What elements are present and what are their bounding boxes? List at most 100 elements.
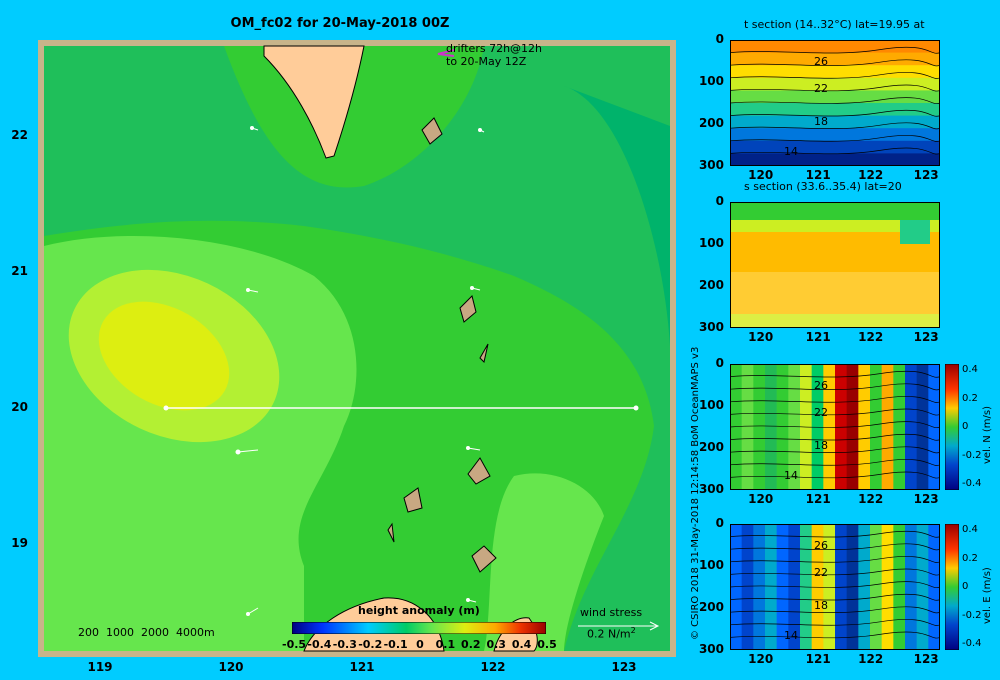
- velocity-column: [916, 364, 930, 490]
- longitude-tick: 121: [805, 492, 831, 506]
- panel-frame: [730, 202, 940, 328]
- longitude-tick: 120: [748, 652, 774, 666]
- velocity-colorbar-label: vel. E (m/s): [982, 567, 993, 624]
- velocity-colorbar-tick: -0.4: [962, 638, 982, 649]
- wind-stress-label: wind stress: [580, 606, 643, 619]
- velocity-colorbar-label: vel. N (m/s): [982, 406, 993, 464]
- velocity-column: [823, 524, 836, 650]
- lat-tick: 21: [11, 264, 28, 278]
- wind-stress-scale: 0.2 N/m2: [587, 626, 636, 641]
- longitude-tick: 122: [858, 330, 884, 344]
- isotherm-contour: [730, 109, 940, 117]
- velocity-column: [905, 364, 918, 490]
- isotherm-contour: [730, 471, 940, 479]
- contour-label: 22: [814, 406, 828, 420]
- temperature-band: [730, 115, 940, 130]
- depth-tick: 300: [698, 320, 724, 334]
- contour-label: 26: [814, 54, 828, 68]
- isotherm-contour: [730, 84, 940, 92]
- velocity-column: [776, 524, 790, 650]
- lat-tick: 22: [11, 128, 28, 142]
- isotherm-contour: [730, 408, 940, 416]
- velocity-column: [741, 364, 755, 490]
- lon-tick: 121: [349, 660, 375, 674]
- velocity-column: [893, 364, 906, 490]
- lon-tick: 120: [218, 660, 244, 674]
- velocity-column: [916, 524, 930, 650]
- velocity-colorbar-tick: 0.4: [962, 524, 978, 535]
- salinity-band: [730, 220, 940, 232]
- isotherm-contour: [730, 631, 940, 639]
- colorbar-title: height anomaly (m): [358, 604, 480, 617]
- contour-label: 18: [814, 115, 828, 129]
- velocity-column: [730, 524, 743, 650]
- temperature-band: [730, 40, 940, 54]
- lat-tick: 20: [11, 400, 28, 414]
- map-title: OM_fc02 for 20-May-2018 00Z: [230, 16, 450, 31]
- temperature-band: [730, 77, 940, 92]
- drifter-legend-arrow: [437, 49, 455, 57]
- temperature-band: [730, 65, 940, 79]
- contour-label: 26: [814, 378, 828, 392]
- velocity-column: [881, 524, 895, 650]
- velocity-colorbar-tick: 0.2: [962, 392, 978, 404]
- depth-legend: 200 1000 2000 4000m: [78, 626, 215, 639]
- velocity-column: [776, 364, 790, 490]
- salinity-band: [730, 314, 940, 328]
- temperature-band: [730, 103, 940, 117]
- section-end-marker: [633, 405, 639, 411]
- velocity-colorbar-tick: 0.2: [962, 552, 978, 564]
- depth-tick: 100: [698, 398, 724, 412]
- panel-frame: [730, 524, 940, 650]
- anomaly-high-core: [98, 301, 230, 411]
- longitude-tick: 122: [858, 652, 884, 666]
- isotherm-contour: [730, 593, 940, 601]
- temperature-band: [730, 140, 940, 155]
- depth-tick: 200: [698, 116, 724, 130]
- section-panel-title: t section (14..32°C) lat=19.95 at: [744, 18, 925, 31]
- colorbar-tick-label: -0.3: [332, 638, 357, 651]
- taiwan-landmass: [263, 45, 365, 159]
- velocity-column: [765, 524, 778, 650]
- island: [403, 487, 423, 513]
- lowest-anomaly-region: [564, 86, 670, 346]
- colorbar-ticks: -0.5 -0.4 -0.3 -0.2 -0.1 0 0.1 0.2 0.3 0.4 0.5: [280, 638, 558, 652]
- depth-tick: 200: [698, 600, 724, 614]
- contour-label: 26: [814, 538, 828, 552]
- temperature-band: [730, 128, 940, 142]
- velocity-colorbar-tick: -0.2: [962, 449, 982, 461]
- contour-label: 14: [784, 145, 798, 159]
- colorbar-tick-label: 0: [416, 638, 424, 651]
- isotherm-contour: [730, 59, 940, 67]
- isotherm-contour: [730, 370, 940, 378]
- velocity-column: [753, 364, 766, 490]
- isotherm-contour: [730, 122, 940, 130]
- depth-tick: 200: [698, 278, 724, 292]
- depth-tick: 100: [698, 236, 724, 250]
- height-anomaly-map: [38, 40, 676, 657]
- island: [471, 545, 497, 573]
- velocity-column: [905, 524, 918, 650]
- isotherm-contour: [730, 396, 940, 403]
- colorbar-tick-label: -0.5: [282, 638, 307, 651]
- island: [387, 522, 395, 543]
- island: [467, 457, 491, 485]
- velocity-column: [858, 524, 871, 650]
- velocity-column: [893, 524, 906, 650]
- contour-label: 22: [814, 566, 828, 580]
- depth-tick: 0: [715, 194, 724, 208]
- credit-text: © CSIRO 2018 31-May-2018 12:14:58 BoM Oc…: [690, 346, 701, 640]
- salinity-surface-band: [730, 202, 940, 220]
- isotherm-contour: [730, 606, 940, 614]
- section-panel-plot: [730, 524, 940, 650]
- colorbar-tick-label: 0.2: [461, 638, 481, 651]
- depth-tick: 0: [715, 356, 724, 370]
- longitude-tick: 121: [805, 330, 831, 344]
- velocity-column: [881, 364, 895, 490]
- section-panel-plot: [730, 364, 940, 490]
- depth-tick: 300: [698, 158, 724, 172]
- temperature-band: [730, 52, 940, 67]
- temperature-band: [730, 153, 940, 166]
- velocity-colorbar-tick: 0: [962, 581, 969, 592]
- longitude-tick: 123: [913, 168, 939, 182]
